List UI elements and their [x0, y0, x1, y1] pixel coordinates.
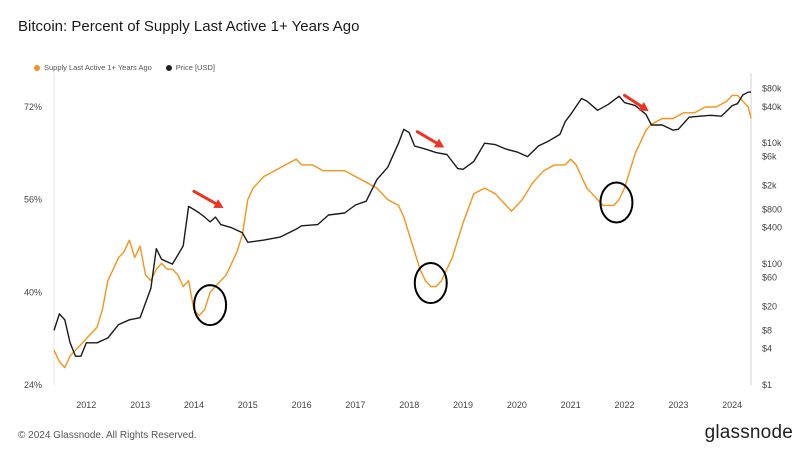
x-tick-label: 2023: [668, 400, 688, 410]
x-tick-label: 2017: [345, 400, 365, 410]
x-tick-label: 2019: [453, 400, 473, 410]
y-right-tick-label: $400: [762, 223, 782, 233]
series-line-price: [53, 91, 751, 357]
x-tick-label: 2022: [615, 400, 635, 410]
series-line-supply: [53, 94, 752, 369]
chart-title: Bitcoin: Percent of Supply Last Active 1…: [18, 18, 360, 35]
x-tick-label: 2012: [76, 400, 96, 410]
legend-swatch-supply: [34, 64, 40, 71]
y-right-tick-label: $40k: [762, 102, 782, 112]
legend-label-price: Price [USD]: [175, 63, 215, 72]
legend-swatch-price: [165, 64, 172, 71]
legend-item-supply[interactable]: Supply Last Active 1+ Years Ago: [34, 63, 152, 72]
legend: Supply Last Active 1+ Years Ago Price [U…: [34, 63, 215, 72]
x-tick-label: 2020: [507, 400, 527, 410]
legend-label-supply: Supply Last Active 1+ Years Ago: [44, 63, 152, 72]
annotation-arrow-head: [213, 199, 224, 208]
y-right-tick-label: $20: [762, 301, 777, 311]
y-right-tick-label: $80k: [762, 84, 782, 94]
annotation-arrow-shaft: [415, 130, 438, 145]
x-tick-label: 2024: [722, 400, 742, 410]
x-tick-label: 2016: [292, 400, 312, 410]
y-left-tick-label: 56%: [24, 195, 42, 205]
y-right-tick-label: $10k: [762, 138, 782, 148]
annotation-arrow-head: [433, 138, 445, 148]
annotation-arrow-shaft: [192, 189, 218, 206]
y-right-tick-label: $60: [762, 273, 777, 283]
x-tick-label: 2021: [561, 400, 581, 410]
y-right-tick-label: $2k: [762, 180, 777, 190]
y-right-tick-label: $800: [762, 205, 782, 215]
x-tick-label: 2013: [130, 400, 150, 410]
legend-item-price[interactable]: Price [USD]: [165, 63, 215, 72]
annotation-circle: [599, 181, 634, 224]
y-right-tick-label: $100: [762, 259, 782, 269]
y-right-tick-label: $6k: [762, 152, 777, 162]
y-right-tick-label: $4: [762, 344, 772, 354]
x-tick-label: 2015: [238, 400, 258, 410]
annotation-arrow-head: [638, 102, 649, 112]
y-right-tick-label: $1: [762, 380, 772, 390]
x-tick-label: 2018: [399, 400, 419, 410]
annotation-circle: [193, 284, 228, 327]
y-right-tick-label: $8: [762, 325, 772, 335]
y-left-tick-label: 24%: [24, 380, 42, 390]
copyright: © 2024 Glassnode. All Rights Reserved.: [18, 430, 197, 441]
brand-logo: glassnode: [704, 422, 793, 443]
x-tick-label: 2014: [184, 400, 204, 410]
annotation-arrow-shaft: [623, 93, 643, 108]
annotation-circle: [413, 262, 448, 305]
y-left-tick-label: 40%: [24, 287, 42, 297]
y-left-tick-label: 72%: [24, 102, 42, 112]
